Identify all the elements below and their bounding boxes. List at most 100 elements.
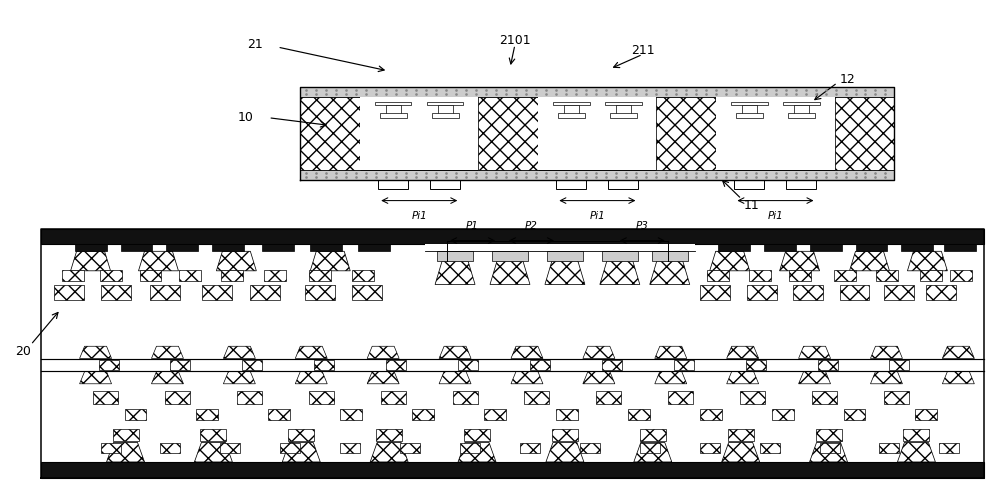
- Bar: [212, 245, 244, 252]
- Bar: [305, 286, 335, 301]
- Bar: [432, 114, 459, 119]
- Bar: [262, 245, 294, 252]
- Bar: [772, 409, 794, 420]
- Bar: [140, 271, 161, 282]
- Polygon shape: [655, 372, 687, 384]
- Polygon shape: [870, 346, 902, 359]
- Bar: [700, 286, 730, 301]
- Text: P3: P3: [636, 221, 649, 230]
- Bar: [884, 391, 909, 404]
- Bar: [386, 106, 401, 115]
- Polygon shape: [870, 372, 902, 384]
- Bar: [760, 444, 780, 453]
- Bar: [309, 271, 331, 282]
- Bar: [747, 286, 777, 301]
- Text: 211: 211: [631, 44, 655, 57]
- Text: P2: P2: [525, 221, 538, 230]
- Bar: [903, 429, 929, 442]
- Polygon shape: [458, 443, 496, 462]
- Polygon shape: [367, 372, 399, 384]
- Bar: [280, 444, 300, 453]
- Bar: [200, 429, 226, 442]
- Bar: [460, 444, 480, 453]
- Text: Pi1: Pi1: [411, 211, 427, 221]
- Bar: [749, 271, 771, 282]
- Bar: [179, 271, 201, 282]
- Bar: [125, 409, 146, 420]
- Bar: [41, 245, 984, 462]
- Polygon shape: [490, 262, 530, 285]
- Bar: [889, 361, 909, 370]
- Bar: [652, 252, 688, 262]
- Bar: [716, 98, 835, 171]
- Polygon shape: [282, 443, 320, 462]
- Bar: [879, 444, 899, 453]
- Bar: [41, 229, 984, 245]
- Bar: [793, 286, 823, 301]
- Polygon shape: [295, 372, 327, 384]
- Polygon shape: [310, 252, 350, 271]
- Polygon shape: [439, 372, 471, 384]
- Text: Pi1: Pi1: [589, 211, 605, 221]
- Polygon shape: [295, 346, 327, 359]
- Bar: [100, 271, 122, 282]
- Polygon shape: [435, 262, 475, 285]
- Bar: [580, 444, 600, 453]
- Bar: [160, 444, 180, 453]
- Polygon shape: [799, 346, 831, 359]
- Bar: [300, 171, 894, 181]
- Bar: [616, 106, 631, 115]
- Bar: [250, 286, 280, 301]
- Bar: [54, 286, 84, 301]
- Bar: [788, 114, 815, 119]
- Bar: [62, 271, 84, 282]
- Bar: [268, 409, 290, 420]
- Bar: [524, 391, 549, 404]
- Bar: [288, 429, 314, 442]
- Bar: [300, 98, 894, 171]
- Bar: [605, 102, 642, 106]
- Polygon shape: [634, 443, 672, 462]
- Polygon shape: [650, 262, 690, 285]
- Bar: [425, 245, 695, 252]
- Bar: [464, 429, 490, 442]
- Bar: [668, 391, 693, 404]
- Bar: [856, 245, 887, 252]
- Bar: [438, 106, 453, 115]
- Bar: [520, 444, 540, 453]
- Bar: [558, 114, 585, 119]
- Text: 10: 10: [237, 111, 253, 124]
- Bar: [707, 271, 729, 282]
- Bar: [810, 245, 842, 252]
- Polygon shape: [194, 443, 232, 462]
- Bar: [264, 271, 286, 282]
- Bar: [237, 391, 262, 404]
- Bar: [170, 361, 190, 370]
- Bar: [437, 252, 473, 262]
- Polygon shape: [511, 372, 543, 384]
- Bar: [484, 409, 506, 420]
- Polygon shape: [710, 252, 750, 271]
- Bar: [718, 245, 750, 252]
- Bar: [166, 245, 198, 252]
- Bar: [556, 181, 586, 189]
- Bar: [786, 181, 816, 189]
- Polygon shape: [439, 346, 471, 359]
- Bar: [113, 429, 139, 442]
- Polygon shape: [897, 443, 935, 462]
- Bar: [950, 271, 972, 282]
- Bar: [835, 98, 894, 171]
- Polygon shape: [600, 262, 640, 285]
- Bar: [656, 98, 716, 171]
- Bar: [596, 391, 621, 404]
- Polygon shape: [80, 372, 112, 384]
- Bar: [602, 252, 638, 262]
- Bar: [386, 361, 406, 370]
- Polygon shape: [107, 443, 144, 462]
- Bar: [427, 102, 463, 106]
- Bar: [492, 252, 528, 262]
- Bar: [728, 429, 754, 442]
- Bar: [547, 252, 583, 262]
- Bar: [901, 245, 933, 252]
- Bar: [458, 361, 478, 370]
